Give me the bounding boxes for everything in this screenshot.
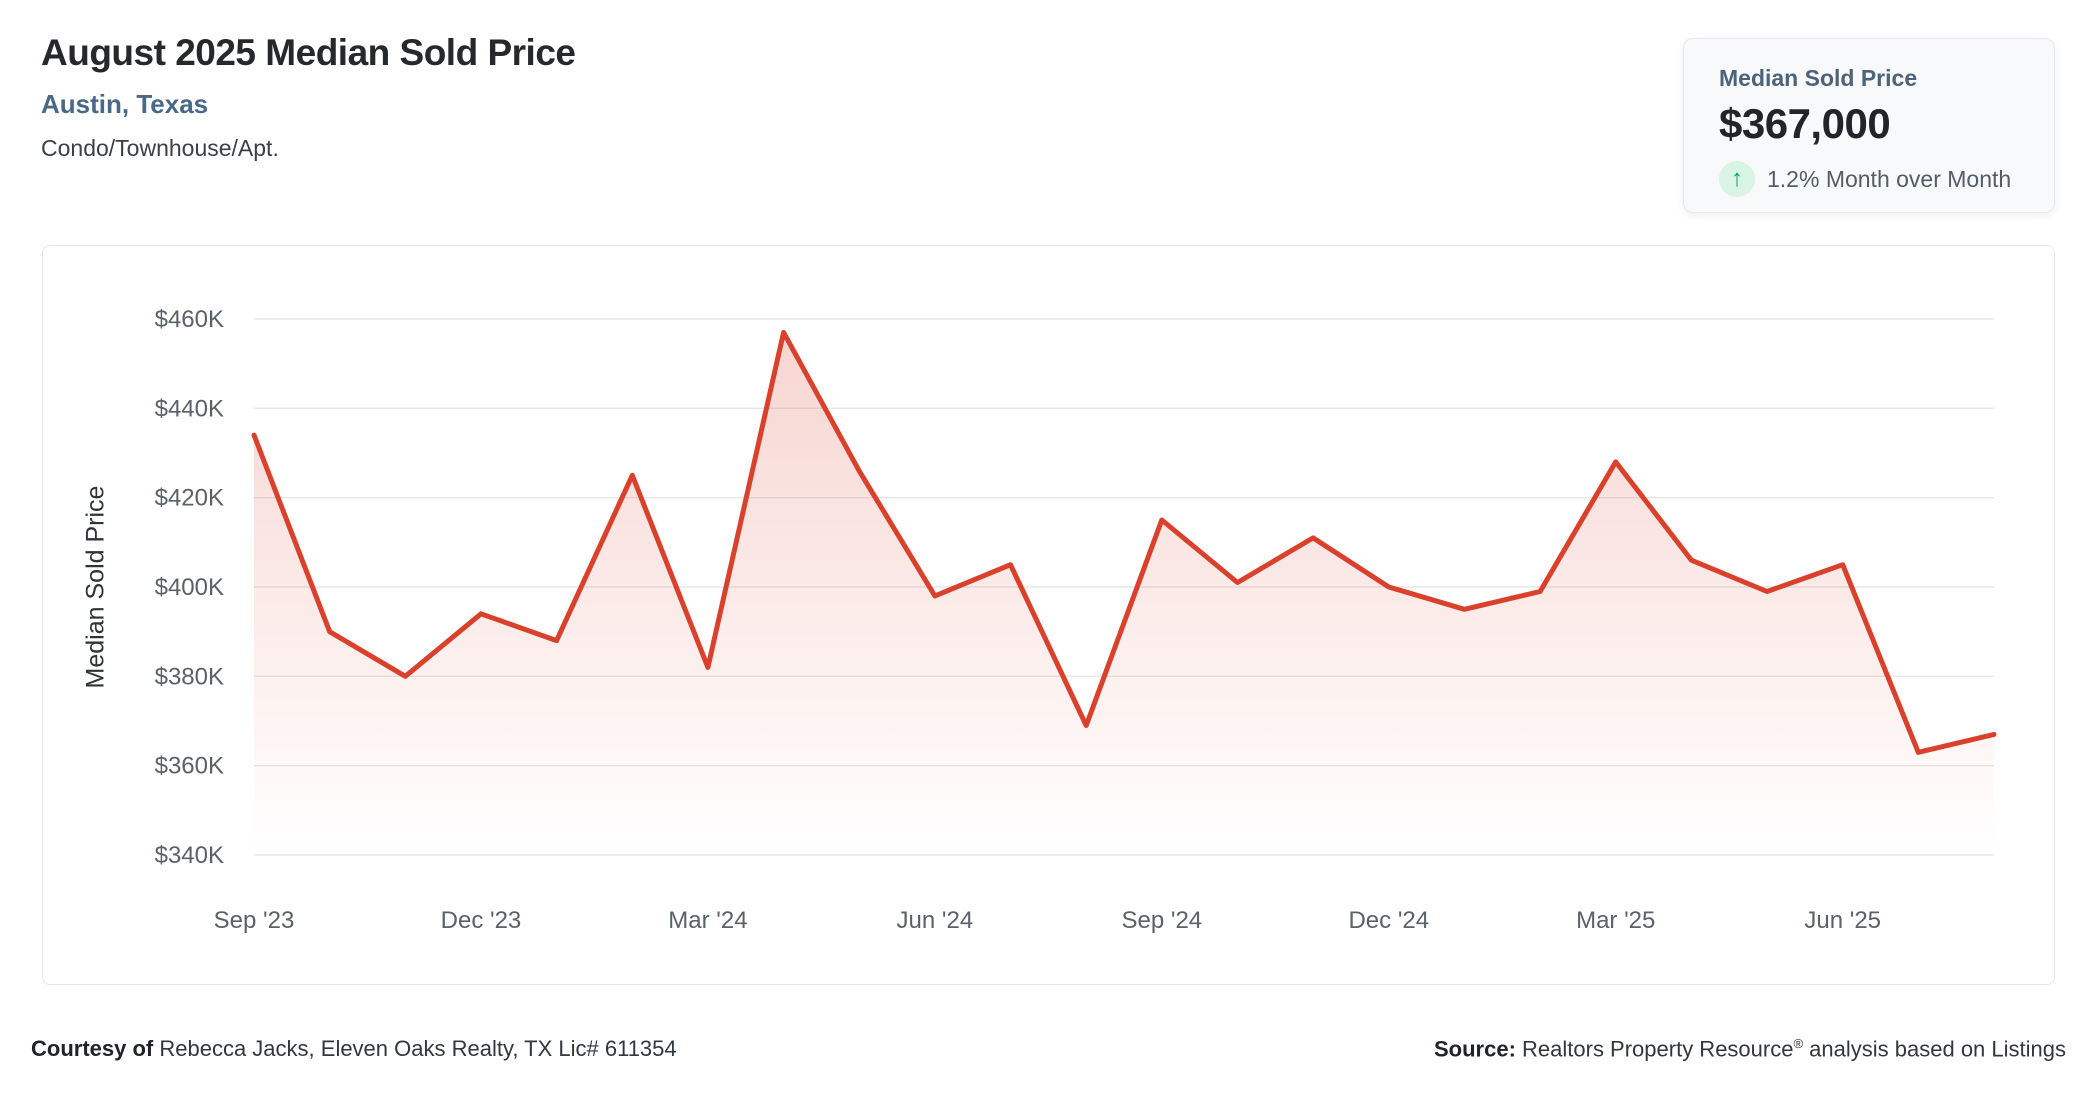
courtesy-text: Rebecca Jacks, Eleven Oaks Realty, TX Li… bbox=[153, 1036, 677, 1061]
source-text-2: analysis based on Listings bbox=[1803, 1036, 2066, 1062]
x-tick-label: Mar '25 bbox=[1576, 907, 1655, 934]
price-area-fill bbox=[254, 332, 1994, 855]
location-subtitle: Austin, Texas bbox=[41, 89, 209, 119]
courtesy-label: Courtesy of bbox=[31, 1036, 154, 1061]
stat-card-label: Median Sold Price bbox=[1719, 65, 1918, 91]
month-over-month-row: ↑ 1.2% Month over Month bbox=[1719, 161, 2024, 197]
trend-up-icon: ↑ bbox=[1719, 161, 1755, 197]
median-sold-price-card: Median Sold Price $367,000 ↑ 1.2% Month … bbox=[1683, 38, 2055, 213]
stat-card-value: $367,000 bbox=[1719, 100, 1891, 147]
median-sold-price-line-chart: $340K $360K $380K $400K $420K $440K $460K Sep '… bbox=[155, 306, 1997, 934]
y-tick-label: $420K bbox=[155, 485, 224, 512]
x-tick-label: Sep '24 bbox=[1121, 907, 1202, 934]
source-text-1: Realtors Property Resource bbox=[1515, 1036, 1794, 1062]
property-type-label: Condo/Townhouse/Apt. bbox=[41, 135, 279, 161]
price-line-series bbox=[251, 329, 1997, 755]
y-tick-label: $460K bbox=[155, 306, 224, 333]
report-header: August 2025 Median Sold Price Austin, Te… bbox=[41, 32, 576, 162]
source-label: Source: bbox=[1433, 1036, 1516, 1062]
x-tick-label: Jun '25 bbox=[1804, 907, 1881, 934]
month-over-month-text: 1.2% Month over Month bbox=[1767, 165, 2012, 192]
chart-panel: $340K $360K $380K $400K $420K $440K $460K Sep '… bbox=[42, 245, 2055, 985]
y-tick-label: $440K bbox=[155, 395, 224, 422]
x-tick-label: Mar '24 bbox=[668, 907, 747, 934]
x-tick-label: Dec '23 bbox=[441, 907, 522, 934]
y-tick-label: $340K bbox=[155, 842, 224, 869]
courtesy-note: Courtesy of Rebecca Jacks, Eleven Oaks R… bbox=[31, 1036, 677, 1062]
y-tick-label: $360K bbox=[155, 753, 224, 780]
x-tick-label: Dec '24 bbox=[1348, 907, 1429, 934]
page-title: August 2025 Median Sold Price bbox=[41, 32, 576, 73]
registered-trademark-symbol: ® bbox=[1793, 1036, 1804, 1051]
y-tick-label: $380K bbox=[155, 663, 224, 690]
y-tick-label: $400K bbox=[155, 574, 224, 601]
source-note: Source: Realtors Property Resource® anal… bbox=[1434, 1036, 2066, 1062]
y-axis-title: Median Sold Price bbox=[81, 485, 110, 689]
x-tick-label: Jun '24 bbox=[897, 907, 974, 934]
x-tick-label: Sep '23 bbox=[214, 907, 295, 934]
